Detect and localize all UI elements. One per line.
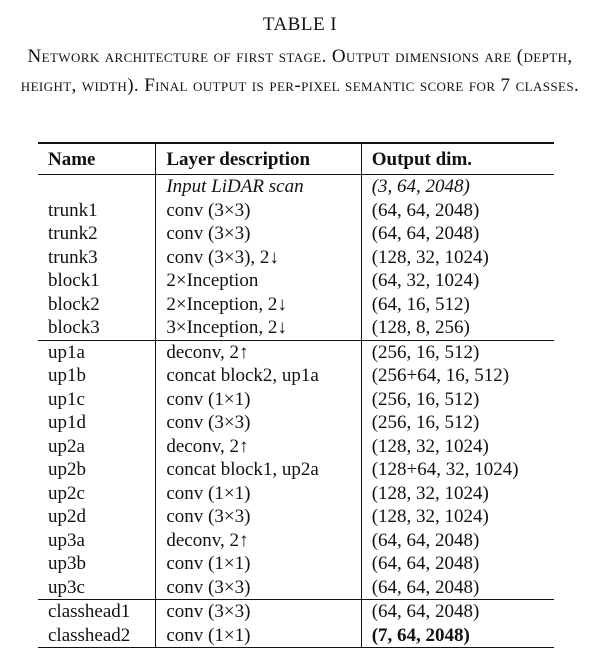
cell-name: trunk3 xyxy=(38,245,157,269)
header-row: Name Layer description Output dim. xyxy=(38,142,554,175)
cell-layer-description: conv (3×3) xyxy=(155,575,362,600)
cell-output-dim: (128+64, 32, 1024) xyxy=(371,459,519,480)
cell-name: up1a xyxy=(38,339,157,364)
table-row: trunk2 conv (3×3) (64, 64, 2048) xyxy=(38,222,554,246)
table-row: up3c conv (3×3) (64, 64, 2048) xyxy=(38,575,554,600)
table-row: up2b concat block1, up2a (128+64, 32, 1024… xyxy=(38,458,554,482)
classhead-group: classhead1 conv (3×3) (64, 64, 2048) classh… xyxy=(38,599,554,648)
cell-output-dim: (256, 16, 512) xyxy=(371,388,480,410)
table-header: Name Layer description Output dim. xyxy=(38,142,554,175)
cell-layer-description: deconv, 2↑ xyxy=(155,528,362,552)
stem-group: Input LiDAR scan (3, 64, 2048) trunk1 conv … xyxy=(38,174,554,340)
cell-name: classhead1 xyxy=(38,599,157,624)
table-row: up2c conv (1×1) (128, 32, 1024) xyxy=(38,481,554,505)
cell-layer-description: conv (3×3) xyxy=(155,198,362,222)
cell-name: up3c xyxy=(38,575,157,600)
cell-layer-description: 2×Inception xyxy=(155,269,362,293)
cell-output-dim: (128, 8, 256) xyxy=(371,317,470,338)
cell-layer-description: conv (1×1) xyxy=(155,387,362,411)
cell-name: up2a xyxy=(38,434,157,458)
cell-layer-description: concat block2, up1a xyxy=(155,364,362,388)
decoder-group: up1a deconv, 2↑ (256, 16, 512) up1b concat b… xyxy=(38,339,554,600)
cell-layer-description: conv (3×3) xyxy=(155,505,362,529)
cell-output-dim: (64, 64, 2048) xyxy=(371,529,480,551)
cell-layer-description: Input LiDAR scan xyxy=(155,174,362,199)
header-output-dim: Output dim. xyxy=(361,142,554,175)
table-row: trunk1 conv (3×3) (64, 64, 2048) xyxy=(38,198,554,222)
cell-layer-description: deconv, 2↑ xyxy=(155,434,362,458)
cell-layer-description: concat block1, up2a xyxy=(155,458,362,482)
cell-output-dim: (256+64, 16, 512) xyxy=(371,365,510,386)
cell-name xyxy=(38,174,157,199)
cell-name: up1b xyxy=(38,364,157,388)
architecture-table: Name Layer description Output dim. Input… xyxy=(38,142,554,648)
table-row: block3 3×Inception, 2↓ (128, 8, 256) xyxy=(38,316,554,340)
table-row: up1d conv (3×3) (256, 16, 512) xyxy=(38,411,554,435)
table-row: Input LiDAR scan (3, 64, 2048) xyxy=(38,174,554,199)
table-row: trunk3 conv (3×3), 2↓ (128, 32, 1024) xyxy=(38,245,554,269)
cell-output-dim: (64, 64, 2048) xyxy=(371,199,480,221)
table-row: block1 2×Inception (64, 32, 1024) xyxy=(38,269,554,293)
table-row: up3b conv (1×1) (64, 64, 2048) xyxy=(38,552,554,576)
cell-name: up3a xyxy=(38,528,157,552)
cell-output-dim: (64, 16, 512) xyxy=(371,293,470,315)
cell-output-dim: (64, 32, 1024) xyxy=(371,270,480,291)
cell-layer-description: 2×Inception, 2↓ xyxy=(155,292,362,316)
cell-layer-description: deconv, 2↑ xyxy=(155,339,362,364)
header-name: Name xyxy=(38,142,157,175)
cell-name: up1d xyxy=(38,411,157,435)
cell-name: up2d xyxy=(38,505,157,529)
cell-name: up2b xyxy=(38,458,157,482)
table-row: classhead2 conv (1×1) (7, 64, 2048) xyxy=(38,623,554,648)
cell-layer-description: conv (1×1) xyxy=(155,481,362,505)
cell-name: up3b xyxy=(38,552,157,576)
cell-output-dim: (256, 16, 512) xyxy=(371,412,480,433)
cell-name: classhead2 xyxy=(38,623,157,648)
cell-layer-description: conv (3×3) xyxy=(155,599,362,624)
table-row: block2 2×Inception, 2↓ (64, 16, 512) xyxy=(38,292,554,316)
cell-layer-description: conv (3×3), 2↓ xyxy=(155,245,362,269)
cell-name: up1c xyxy=(38,387,157,411)
cell-name: block3 xyxy=(38,316,157,340)
cell-output-dim: (128, 32, 1024) xyxy=(371,435,489,457)
table-row: up2d conv (3×3) (128, 32, 1024) xyxy=(38,505,554,529)
table-row: up1a deconv, 2↑ (256, 16, 512) xyxy=(38,339,554,364)
table-row: up2a deconv, 2↑ (128, 32, 1024) xyxy=(38,434,554,458)
cell-name: trunk1 xyxy=(38,198,157,222)
header-layer-description: Layer description xyxy=(155,142,362,175)
table-row: up1b concat block2, up1a (256+64, 16, 512) xyxy=(38,364,554,388)
cell-output-dim: (64, 64, 2048) xyxy=(361,599,554,624)
table-row: classhead1 conv (3×3) (64, 64, 2048) xyxy=(38,599,554,624)
cell-output-dim: (7, 64, 2048) xyxy=(361,623,554,648)
cell-output-dim: (3, 64, 2048) xyxy=(361,174,554,199)
table-row: up3a deconv, 2↑ (64, 64, 2048) xyxy=(38,528,554,552)
table-caption: Network architecture of first stage. Out… xyxy=(20,46,580,96)
cell-layer-description: conv (3×3) xyxy=(155,222,362,246)
cell-layer-description: 3×Inception, 2↓ xyxy=(155,316,362,340)
cell-output-dim: (64, 64, 2048) xyxy=(371,223,480,244)
cell-output-dim: (64, 64, 2048) xyxy=(371,553,480,574)
cell-output-dim: (128, 32, 1024) xyxy=(371,482,489,504)
cell-name: up2c xyxy=(38,481,157,505)
cell-output-dim: (128, 32, 1024) xyxy=(371,506,489,527)
cell-name: trunk2 xyxy=(38,222,157,246)
cell-output-dim: (256, 16, 512) xyxy=(361,339,554,364)
table-row: up1c conv (1×1) (256, 16, 512) xyxy=(38,387,554,411)
cell-layer-description: conv (1×1) xyxy=(155,552,362,576)
cell-layer-description: conv (3×3) xyxy=(155,411,362,435)
cell-output-dim: (128, 32, 1024) xyxy=(371,246,489,268)
cell-output-dim: (64, 64, 2048) xyxy=(371,576,480,598)
cell-name: block1 xyxy=(38,269,157,293)
cell-name: block2 xyxy=(38,292,157,316)
cell-layer-description: conv (1×1) xyxy=(155,623,362,648)
table-label: TABLE I xyxy=(262,14,338,35)
